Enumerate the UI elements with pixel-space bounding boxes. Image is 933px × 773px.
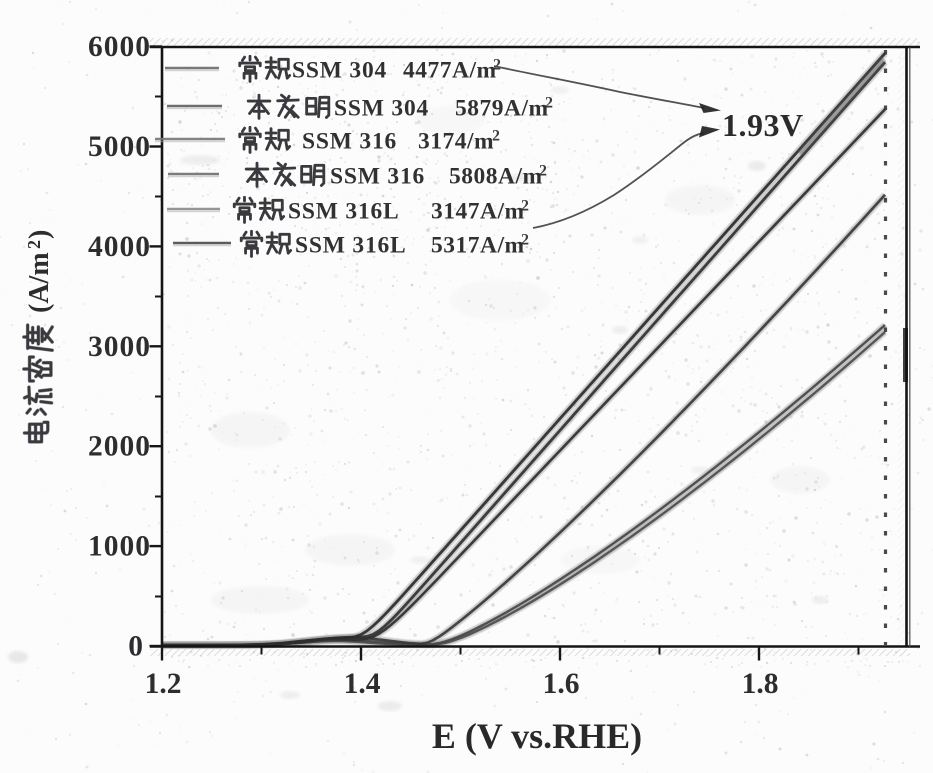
svg-text:SSM 316: SSM 316 [302,129,397,155]
svg-text:2: 2 [545,95,553,112]
svg-text:2: 2 [539,163,547,180]
svg-text:2: 2 [521,198,529,215]
svg-text:3174/m: 3174/m [418,129,494,155]
svg-text:5808A/m: 5808A/m [449,164,543,190]
svg-text:3147A/m: 3147A/m [431,199,525,225]
svg-text:1.6: 1.6 [543,668,580,700]
svg-text:5000: 5000 [88,131,151,163]
svg-text:E (V vs.RHE): E (V vs.RHE) [432,716,642,756]
svg-text:1000: 1000 [88,531,151,563]
svg-text:(A/m: (A/m [24,252,55,313]
svg-text:3000: 3000 [88,331,151,363]
svg-text:2: 2 [492,128,500,145]
svg-text:0: 0 [128,631,144,663]
svg-text:1.93V: 1.93V [722,107,804,143]
svg-text:5317A/m: 5317A/m [431,233,525,259]
svg-text:2: 2 [24,240,44,249]
svg-text:1.4: 1.4 [344,668,381,700]
svg-text:2: 2 [521,232,529,249]
svg-text:): ) [24,230,55,239]
svg-text:2: 2 [493,57,501,74]
svg-text:SSM 316L: SSM 316L [288,199,400,225]
svg-text:SSM 316: SSM 316 [330,164,425,190]
svg-text:5879A/m: 5879A/m [455,96,549,122]
svg-text:4000: 4000 [88,231,151,263]
svg-text:1.8: 1.8 [742,668,779,700]
svg-text:6000: 6000 [88,31,151,63]
svg-text:SSM 316L: SSM 316L [295,233,407,259]
svg-text:SSM 304: SSM 304 [292,58,387,84]
svg-text:2000: 2000 [88,431,151,463]
svg-text:SSM 304: SSM 304 [334,96,429,122]
svg-text:4477A/m: 4477A/m [403,58,497,84]
svg-text:1.2: 1.2 [145,668,182,700]
